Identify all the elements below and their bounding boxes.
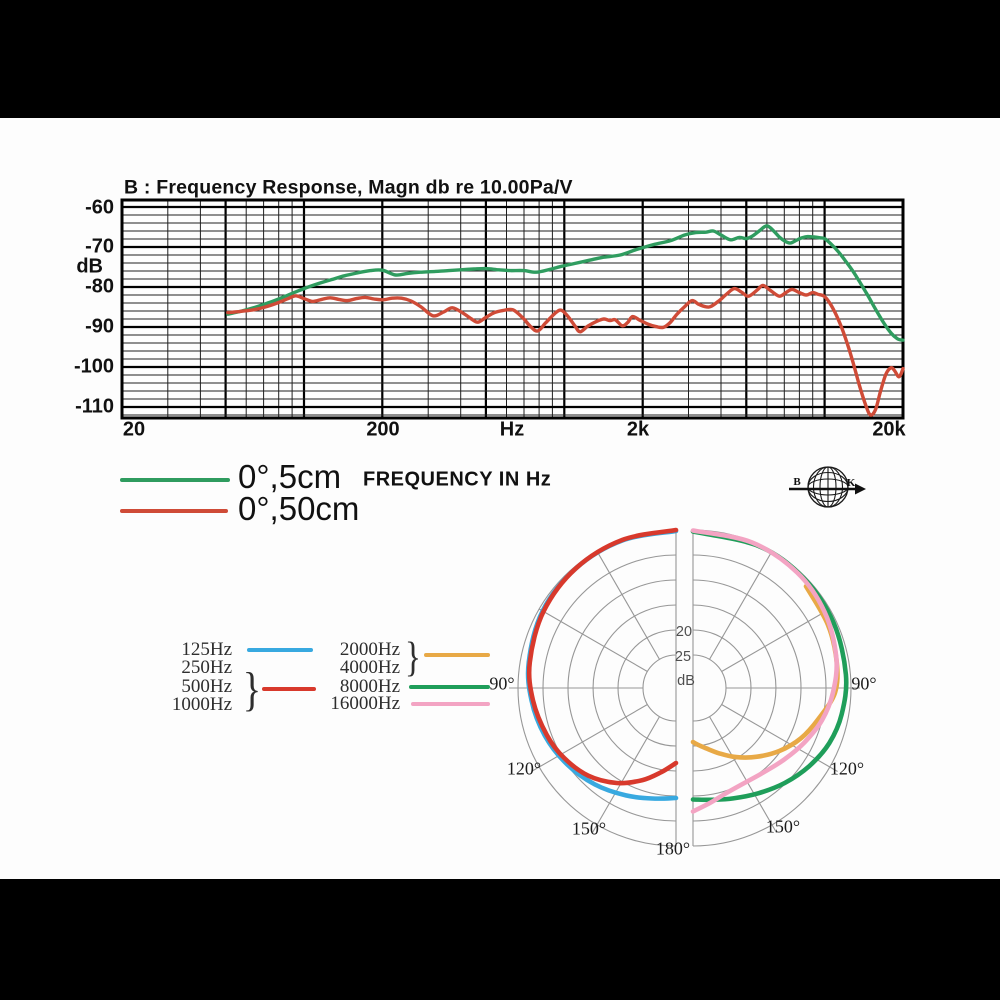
polar-legend-brace-left: } — [242, 663, 262, 716]
fr-y-tick-label: -90 — [85, 315, 114, 338]
letterbox-bottom — [0, 879, 1000, 1000]
polar-legend-label-125hz: 125Hz — [181, 639, 232, 660]
polar-legend-line-500hz — [262, 687, 316, 691]
polar-angle-label-120-left: 120° — [506, 758, 542, 779]
polar-legend-label-1000hz: 1000Hz — [171, 694, 232, 715]
polar-curve-16000hz — [690, 528, 839, 814]
polar-legend-brace-right: } — [404, 635, 422, 681]
polar-legend-label-250hz: 250Hz — [181, 657, 232, 678]
fr-y-tick-label: -110 — [75, 395, 114, 418]
fr-legend-line-50cm — [120, 509, 228, 513]
fr-x-tick-label: 200 — [366, 418, 400, 441]
polar-angle-label-120-right: 120° — [829, 758, 865, 779]
polar-legend-label-4000hz: 4000Hz — [339, 657, 400, 678]
fr-frequency-axis-caption: FREQUENCY IN Hz — [363, 468, 552, 491]
fr-curve-0deg-50cm — [226, 283, 905, 417]
fr-x-tick-label: 2k — [626, 418, 650, 441]
polar-legend-label-2000hz: 2000Hz — [339, 639, 400, 660]
fr-x-tick-label: 20k — [872, 418, 906, 441]
polar-angle-label-90-left: 90° — [489, 673, 515, 694]
fr-curve-0deg-5cm — [226, 224, 905, 342]
polar-legend-line-2000hz — [424, 653, 490, 657]
polar-angle-label-180: 180° — [655, 838, 691, 859]
polar-plot-curves — [525, 527, 849, 814]
polar-curve-250hz-500hz-1000hz — [526, 527, 679, 786]
polar-legend-label-8000hz: 8000Hz — [339, 676, 400, 697]
fr-y-tick-label: -100 — [73, 355, 114, 378]
polar-ring-label-20: 20 — [675, 624, 693, 640]
fr-y-tick-label: -70 — [85, 235, 114, 258]
bk-logo-letter-k: K — [847, 477, 856, 489]
fr-y-tick-label: -60 — [85, 196, 114, 219]
polar-curve-125hz — [525, 528, 679, 801]
polar-legend-line-16000hz — [411, 702, 490, 706]
fr-chart-curves — [226, 224, 905, 417]
fr-legend-line-5cm — [120, 478, 230, 482]
polar-db-unit-label: dB — [677, 673, 695, 689]
polar-angle-label-150-left: 150° — [571, 818, 607, 839]
fr-chart-title: B : Frequency Response, Magn db re 10.00… — [124, 176, 573, 199]
polar-legend-label-500hz: 500Hz — [181, 676, 232, 697]
letterbox-top — [0, 0, 1000, 118]
fr-x-tick-label: 20 — [122, 418, 146, 441]
fr-chart-grid — [120, 198, 905, 420]
fr-x-axis-unit-label: Hz — [499, 418, 525, 441]
fr-y-tick-label: -80 — [85, 275, 114, 298]
fr-legend-label-5cm: 0°,5cm — [238, 458, 342, 495]
fr-legend-label-50cm: 0°,50cm — [238, 490, 360, 527]
polar-angle-label-150-right: 150° — [765, 816, 801, 837]
polar-legend-line-125hz — [247, 648, 313, 652]
polar-curve-8000hz — [690, 529, 849, 803]
polar-ring-label-25: 25 — [674, 649, 692, 665]
polar-legend-line-8000hz — [409, 685, 490, 689]
polar-legend-label-16000hz: 16000Hz — [330, 693, 400, 714]
bk-logo-letter-b: B — [793, 476, 801, 488]
polar-angle-label-90-right: 90° — [851, 673, 877, 694]
fr-y-axis-unit-label: dB — [76, 255, 103, 278]
